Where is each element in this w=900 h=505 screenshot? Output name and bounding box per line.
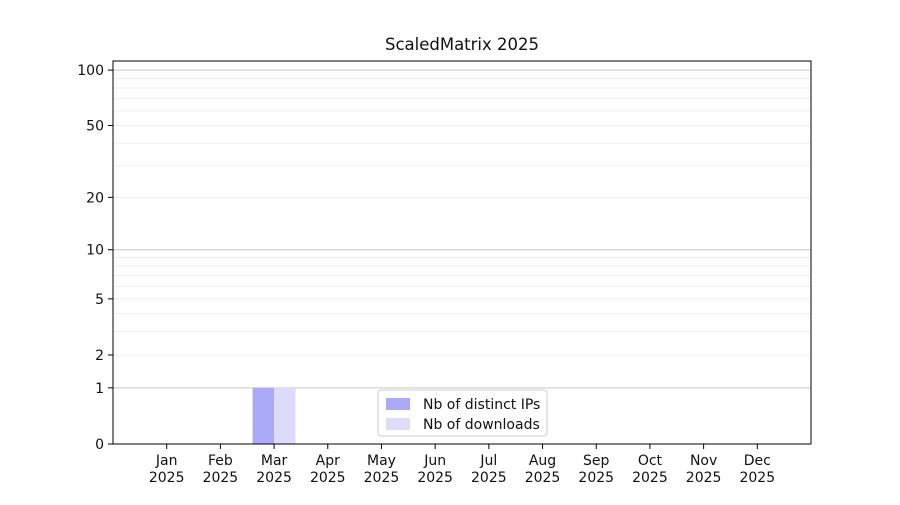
y-tick-label-1: 1 xyxy=(95,381,104,397)
gridlines xyxy=(113,69,811,389)
y-tick-label-50: 50 xyxy=(86,118,104,134)
y-tick-label-10: 10 xyxy=(86,243,104,259)
legend-nb-of-downloads-swatch xyxy=(386,418,410,430)
x-tick-label-sep-2025-month: Sep xyxy=(583,453,610,469)
x-tick-labels: Jan2025Feb2025Mar2025Apr2025May2025Jun20… xyxy=(149,453,775,486)
x-tick-label-jun-2025-year: 2025 xyxy=(417,470,453,486)
y-tick-label-100: 100 xyxy=(77,63,104,79)
y-tick-labels: 0 1 2 5 10 20 50 100 xyxy=(77,63,104,453)
y-tick-label-0: 0 xyxy=(95,437,104,453)
x-tick-label-oct-2025-year: 2025 xyxy=(632,470,668,486)
x-tick-label-mar-2025-month: Mar xyxy=(261,453,288,469)
y-tick-label-20: 20 xyxy=(86,190,104,206)
x-tick-label-feb-2025-month: Feb xyxy=(208,453,233,469)
x-tick-label-jan-2025-month: Jan xyxy=(155,453,178,469)
x-tick-label-oct-2025-month: Oct xyxy=(638,453,663,469)
chart-title: ScaledMatrix 2025 xyxy=(385,35,539,54)
x-tick-label-apr-2025-year: 2025 xyxy=(310,470,346,486)
y-tick-label-5: 5 xyxy=(95,292,104,308)
axes xyxy=(108,60,812,449)
bar-nb-of-downloads-mar-2025 xyxy=(274,387,296,444)
legend-box xyxy=(377,389,548,437)
x-tick-label-mar-2025-year: 2025 xyxy=(256,470,292,486)
legend: Nb of distinct IPs Nb of downloads xyxy=(377,389,548,437)
legend-nb-of-downloads-label: Nb of downloads xyxy=(423,417,540,433)
x-tick-label-may-2025-year: 2025 xyxy=(364,470,400,486)
x-tick-label-jun-2025-month: Jun xyxy=(423,453,446,469)
x-tick-label-jan-2025-year: 2025 xyxy=(149,470,185,486)
bars xyxy=(252,387,296,444)
x-tick-label-sep-2025-year: 2025 xyxy=(578,470,614,486)
x-tick-label-nov-2025-month: Nov xyxy=(690,453,717,469)
x-tick-label-feb-2025-year: 2025 xyxy=(203,470,239,486)
x-tick-label-aug-2025-year: 2025 xyxy=(525,470,561,486)
x-tick-label-may-2025-month: May xyxy=(367,453,396,469)
x-tick-label-jul-2025-month: Jul xyxy=(479,453,497,469)
x-tick-label-nov-2025-year: 2025 xyxy=(686,470,722,486)
y-tick-label-2: 2 xyxy=(95,348,104,364)
plot-border xyxy=(112,60,812,445)
legend-nb-of-distinct-ips-swatch xyxy=(386,398,410,410)
x-tick-label-apr-2025-month: Apr xyxy=(316,453,340,469)
x-tick-label-aug-2025-month: Aug xyxy=(529,453,556,469)
x-tick-label-jul-2025-year: 2025 xyxy=(471,470,507,486)
bar-nb-of-distinct-ips-mar-2025 xyxy=(252,387,275,444)
x-tick-label-dec-2025-month: Dec xyxy=(744,453,771,469)
x-tick-label-dec-2025-year: 2025 xyxy=(739,470,775,486)
legend-nb-of-distinct-ips-label: Nb of distinct IPs xyxy=(423,397,540,413)
